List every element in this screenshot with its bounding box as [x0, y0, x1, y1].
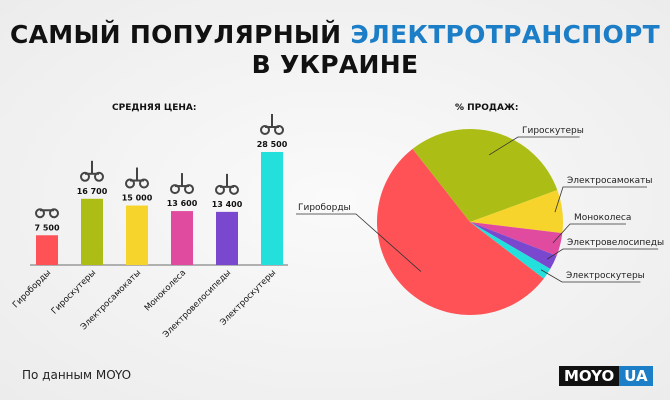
logo-moyo: MOYO: [559, 366, 620, 386]
bar-4: [216, 211, 238, 265]
source-note: По данным MOYO: [22, 368, 132, 382]
page-title: САМЫЙ ПОПУЛЯРНЫЙ ЭЛЕКТРОТРАНСПОРТ: [0, 20, 670, 49]
bar-value-label: 16 700: [77, 187, 108, 196]
bar-value-label: 28 500: [257, 140, 288, 149]
pie-label: Электровелосипеды: [567, 238, 664, 248]
pie-leader-line: [552, 223, 626, 244]
bar-category-label: Гироскутеры: [50, 268, 98, 316]
pie-chart-title: % ПРОДАЖ:: [455, 103, 519, 113]
bar-1: [81, 198, 103, 265]
bar-category-label: Моноколеса: [143, 268, 188, 313]
pie-leader-line: [540, 269, 641, 283]
moyo-logo: MOYO UA: [559, 366, 653, 386]
pie-slice-3: [470, 222, 563, 256]
bar-chart-title: СРЕДНЯЯ ЦЕНА:: [112, 103, 197, 113]
gyroscooter-icon: [80, 160, 104, 182]
title-accent: ЭЛЕКТРОТРАНСПОРТ: [350, 20, 660, 49]
logo-ua: UA: [619, 366, 653, 386]
bar-value-label: 15 000: [122, 194, 153, 203]
pie-leader-line: [546, 248, 659, 260]
bar-2: [126, 205, 148, 265]
escooter-icon: [260, 114, 284, 135]
pie-label: Гироскутеры: [522, 126, 584, 136]
monowheel-icon: [170, 173, 194, 195]
pie-leader-line: [296, 213, 422, 272]
pie-label: Гироборды: [298, 203, 351, 213]
pie-label: Электроскутеры: [566, 271, 645, 281]
title-text: САМЫЙ ПОПУЛЯРНЫЙ: [10, 20, 351, 49]
pie-slice-0: [377, 148, 544, 315]
bar-category-label: Гироборды: [11, 268, 53, 310]
bar-5: [261, 152, 283, 265]
pie-label: Электросамокаты: [567, 176, 653, 186]
pie-leader-line: [488, 136, 580, 156]
bar-value-label: 13 400: [212, 200, 243, 209]
pie-slice-4: [470, 222, 557, 269]
bar-0: [36, 235, 58, 265]
hoverboard-icon: [35, 208, 59, 219]
pie-leader-line: [554, 186, 647, 213]
kick-scooter-icon: [125, 167, 149, 189]
bar-value-label: 7 500: [34, 223, 59, 232]
pie-label: Моноколеса: [574, 213, 631, 223]
bar-3: [171, 211, 193, 265]
bar-value-label: 13 600: [167, 199, 198, 208]
pie-slice-2: [470, 190, 563, 234]
page-title-line2: В УКРАИНЕ: [251, 50, 419, 79]
pie-slice-1: [412, 129, 558, 222]
ebike-icon: [215, 173, 239, 195]
pie-slice-5: [470, 222, 551, 279]
